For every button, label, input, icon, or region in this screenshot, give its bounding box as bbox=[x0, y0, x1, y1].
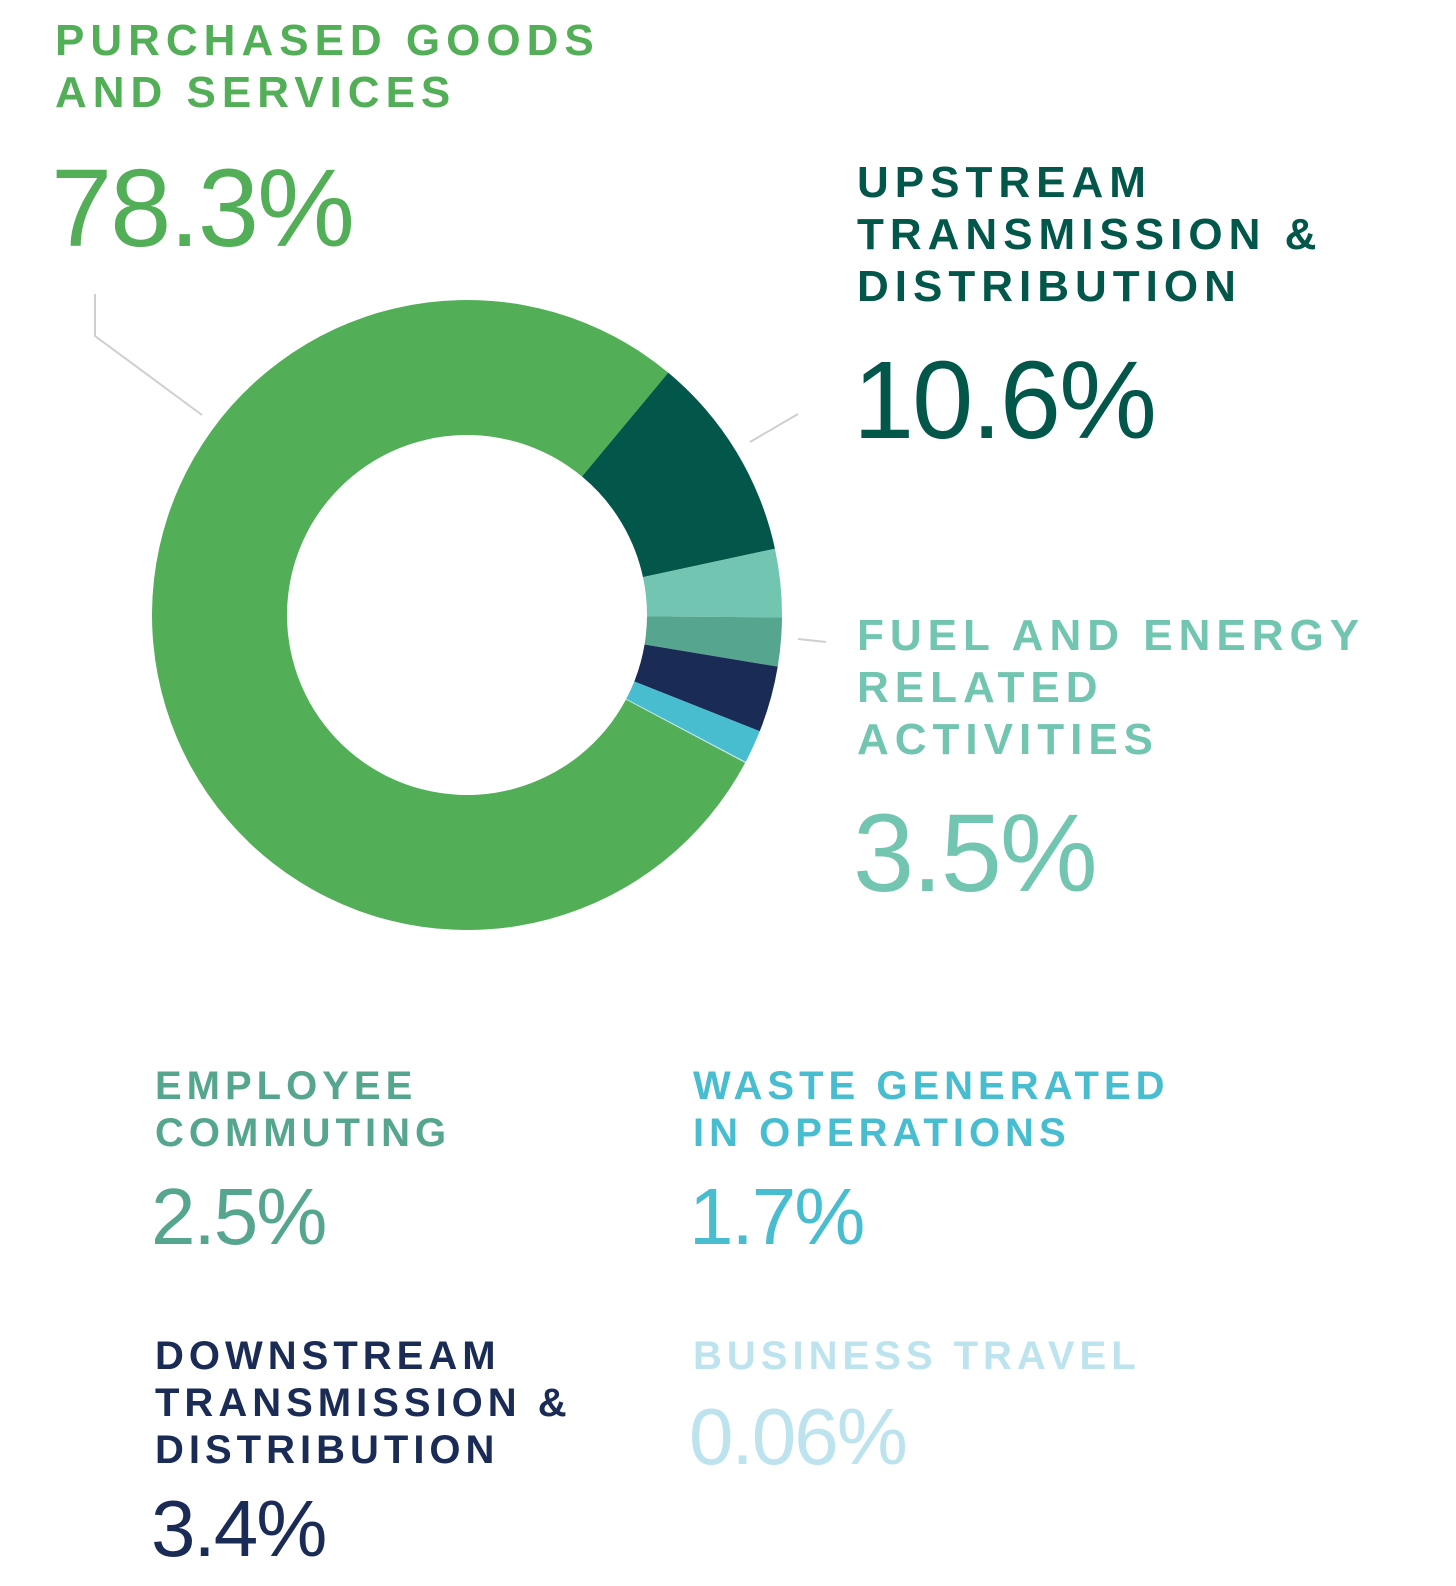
value-label: 78.3% bbox=[51, 147, 355, 270]
value-label: 3.5% bbox=[853, 792, 1098, 915]
leader-line bbox=[94, 294, 203, 416]
leader-lines bbox=[94, 294, 827, 643]
leader-line bbox=[797, 638, 827, 643]
value-label: 2.5% bbox=[151, 1172, 327, 1261]
donut-segment bbox=[626, 681, 760, 762]
leader-line bbox=[749, 413, 799, 443]
donut-segment bbox=[152, 300, 746, 931]
donut-segment bbox=[634, 644, 778, 732]
value-label: 0.06% bbox=[689, 1392, 908, 1481]
value-label: 3.4% bbox=[151, 1484, 327, 1573]
category-label: UPSTREAM TRANSMISSION & DISTRIBUTION bbox=[857, 158, 1323, 311]
category-label: EMPLOYEE COMMUTING bbox=[155, 1064, 452, 1155]
category-label: WASTE GENERATED IN OPERATIONS bbox=[693, 1064, 1170, 1155]
donut-segment bbox=[642, 548, 782, 618]
category-label: DOWNSTREAM TRANSMISSION & DISTRIBUTION bbox=[155, 1334, 572, 1472]
category-label: FUEL AND ENERGY RELATED ACTIVITIES bbox=[857, 611, 1365, 764]
value-label: 10.6% bbox=[853, 339, 1157, 462]
donut-segment bbox=[582, 372, 775, 578]
donut-segment bbox=[644, 616, 782, 667]
category-label: BUSINESS TRAVEL bbox=[693, 1334, 1141, 1378]
category-label: PURCHASED GOODS AND SERVICES bbox=[55, 16, 600, 117]
donut-segment bbox=[625, 698, 746, 763]
value-label: 1.7% bbox=[689, 1172, 865, 1261]
